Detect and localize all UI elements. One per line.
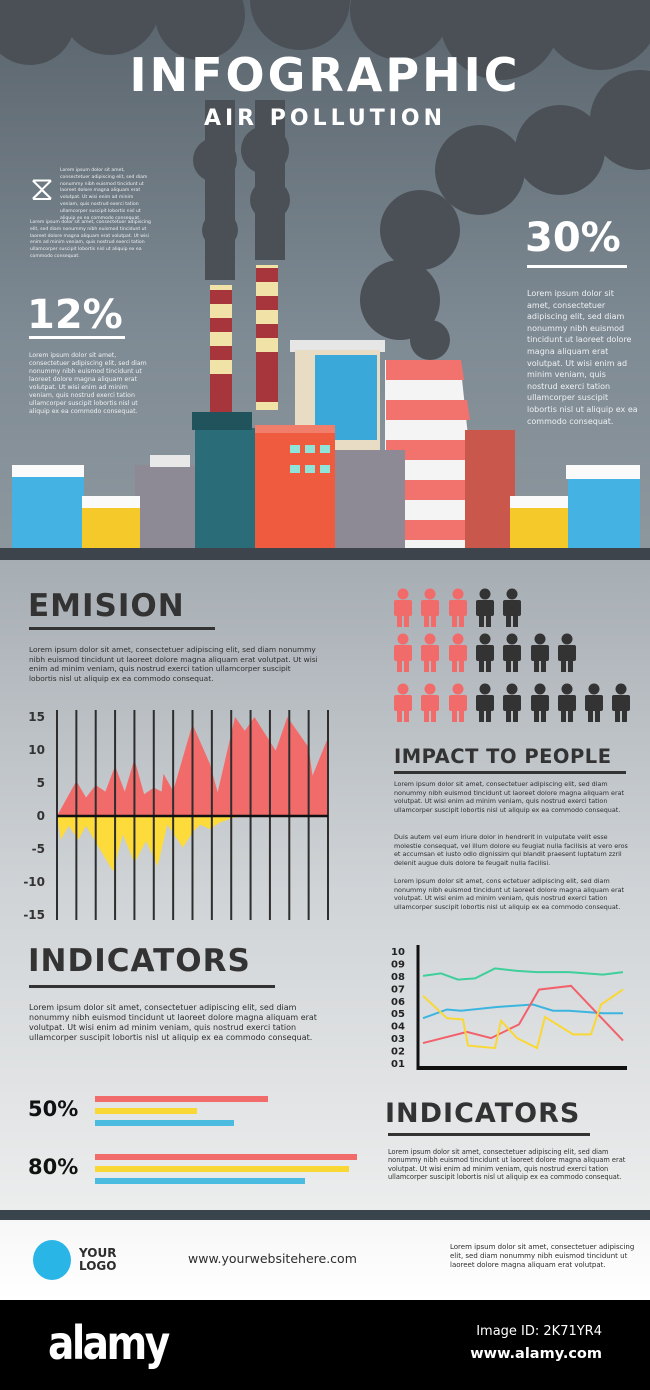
stat-right-text: Lorem ipsum dolor sit amet, consectetuer… [527,289,638,426]
stat-left-text: Lorem ipsum dolor sit amet, consectetuer… [29,352,147,415]
page-title: INFOGRAPHIC [129,48,521,102]
indicator-bar [95,1154,357,1160]
website-link[interactable]: www.yourwebsitehere.com [188,1251,357,1266]
person-icon [475,588,495,628]
indicators-heading-right: INDICATORS [385,1098,581,1129]
intro-text-b: Lorem ipsum dolor sit amet, consectetuer… [30,220,151,259]
person-icon [530,683,550,723]
ground-line [0,548,650,560]
indicators-right-text: Lorem ipsum dolor sit amet, consectetuer… [388,1148,626,1182]
person-icon [448,588,468,628]
y-tick-label: -5 [32,842,45,856]
y-tick-label: -15 [23,908,45,922]
person-icon [475,633,495,673]
image-id: Image ID: 2K71YR4 [476,1324,602,1339]
indicators-heading-left: INDICATORS [28,943,251,979]
person-icon [475,683,495,723]
y-tick-label: 08 [391,972,405,983]
y-tick-label: -10 [23,875,45,889]
y-tick-label: 5 [37,776,45,790]
person-icon [557,633,577,673]
footer-divider [0,1210,650,1220]
line-series-0 [422,967,624,981]
indicators-left-underline [29,985,275,988]
indicator-bar [95,1108,198,1114]
stat-left-underline [29,336,125,339]
indicator-bar [95,1096,268,1102]
indicators-left-text: Lorem ipsum dolor sit amet, consectetuer… [29,1003,317,1042]
alamy-url: www.alamy.com [470,1346,602,1362]
emission-area-chart: 15 10 5 0 -5 -10 -15 [23,710,329,922]
y-tick-label: 04 [391,1022,405,1033]
person-icon [611,683,631,723]
indicator-bar [95,1178,305,1184]
chimney-left [210,285,232,415]
person-icon [502,633,522,673]
impact-paragraph-2: Duis autem vel eum iriure dolor in hendr… [394,833,628,867]
y-tick-label: 10 [391,947,405,958]
person-icon [420,588,440,628]
person-icon [502,588,522,628]
emision-underline [29,627,215,630]
line-series-1 [422,1003,623,1020]
person-icon [448,633,468,673]
y-tick-label: 06 [391,997,405,1008]
stat-right-value: 30% [525,215,621,261]
emision-heading: EMISION [28,588,185,624]
bar-group-label: 50% [28,1097,79,1121]
footer-text: Lorem ipsum dolor sit amet, consectetuer… [450,1243,635,1269]
person-icon [557,683,577,723]
person-icon [393,683,413,723]
y-tick-label: 10 [28,743,45,757]
indicator-bar [95,1166,350,1172]
impact-paragraph-3: Lorem ipsum dolor sit amet, cons ectetue… [394,877,625,911]
y-tick-label: 02 [391,1047,405,1058]
impact-heading: IMPACT TO PEOPLE [394,745,612,768]
line-series-3 [422,988,624,1050]
person-icon [393,588,413,628]
chimney-right [256,265,278,410]
person-icon [502,683,522,723]
y-tick-label: 05 [391,1009,405,1020]
impact-underline [394,771,626,774]
y-tick-label: 0 [37,809,45,823]
page-subtitle: AIR POLLUTION [203,106,447,131]
y-tick-label: 09 [391,959,405,970]
y-tick-label: 03 [391,1034,405,1045]
emision-text: Lorem ipsum dolor sit amet, consectetuer… [29,645,318,683]
alamy-logo: alamy [48,1316,170,1370]
footer: YOUR LOGO www.yourwebsitehere.com Lorem … [0,1220,650,1300]
bar-group-label: 80% [28,1155,79,1179]
logo-circle [33,1240,71,1280]
dna-icon: ⧖ [30,169,54,209]
watermark-bar: alamy Image ID: 2K71YR4 www.alamy.com [0,1300,650,1390]
factory-illustration [0,0,650,560]
y-tick-label: 07 [391,984,405,995]
person-icon [448,683,468,723]
y-tick-label: 01 [391,1059,405,1070]
line-series-2 [422,984,624,1045]
y-tick-label: 15 [28,710,45,724]
hero-section: INFOGRAPHIC AIR POLLUTION ⧖ Lorem ipsum … [0,0,650,560]
person-icon [393,633,413,673]
logo-text[interactable]: YOUR LOGO [79,1246,117,1273]
indicators-right-underline [388,1133,590,1136]
impact-paragraph-1: Lorem ipsum dolor sit amet, consectetuer… [394,780,625,814]
person-icon [530,633,550,673]
indicator-bar-chart: 50% 80% [28,1092,368,1192]
stat-left-value: 12% [27,292,123,338]
smoke-clouds [0,0,650,360]
indicator-bar [95,1120,234,1126]
intro-text-a: Lorem ipsum dolor sit amet, consectetuer… [60,168,148,221]
person-icon [420,683,440,723]
person-icon [420,633,440,673]
stat-right-underline [527,265,627,268]
person-icon [584,683,604,723]
